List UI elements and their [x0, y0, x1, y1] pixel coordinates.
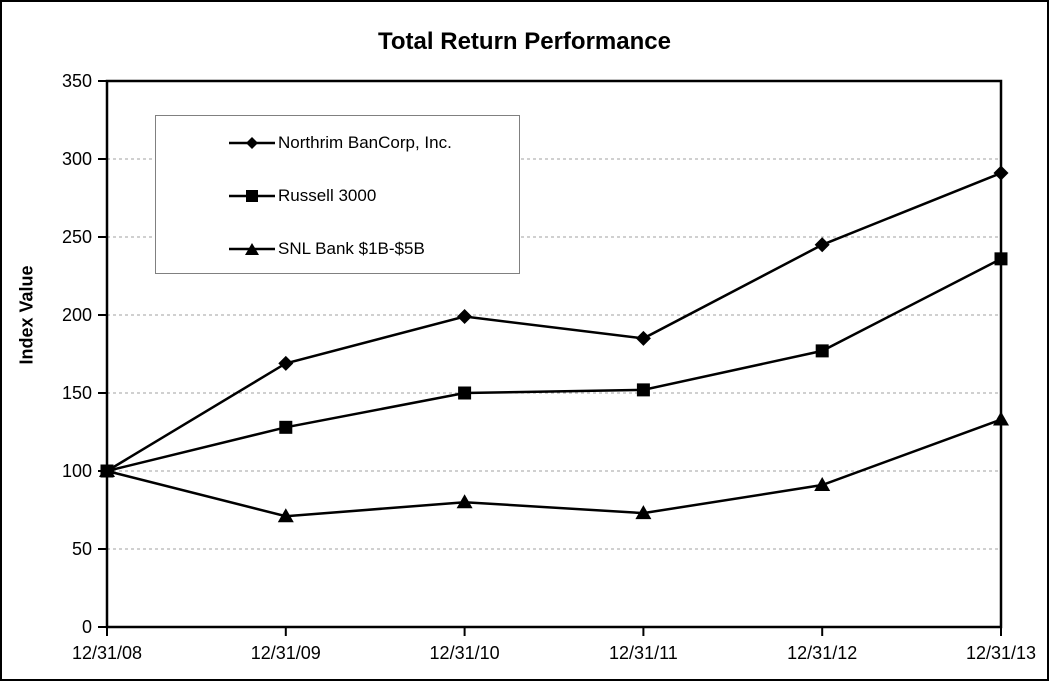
x-tick-label: 12/31/10 [430, 643, 500, 663]
y-tick-label: 200 [62, 305, 92, 325]
triangle-marker-icon [229, 243, 275, 255]
square-marker [815, 344, 829, 358]
legend: Northrim BanCorp, Inc. Russell 3000 SNL … [155, 115, 520, 274]
y-axis: 0 50 100 150 200 250 300 350 [62, 71, 107, 637]
y-tick-label: 0 [82, 617, 92, 637]
series-line [106, 257, 1002, 473]
y-tick-label: 100 [62, 461, 92, 481]
diamond-marker [814, 237, 830, 253]
triangle-marker [277, 508, 294, 523]
legend-label: Russell 3000 [278, 186, 377, 205]
diamond-marker [278, 355, 294, 371]
plot-frame [105, 79, 1003, 629]
plot-frame-rect [105, 79, 1003, 629]
triangle-marker [99, 463, 115, 477]
x-tick-label: 12/31/13 [966, 643, 1036, 663]
triangle-marker [814, 477, 831, 492]
chart-title: Total Return Performance [378, 28, 671, 55]
square-marker [994, 252, 1008, 266]
triangle-marker [993, 411, 1009, 426]
x-tick-label: 12/31/11 [609, 643, 678, 663]
legend-item-russell: Russell 3000 [229, 186, 377, 205]
diamond-marker [993, 165, 1009, 181]
y-tick-label: 250 [62, 227, 92, 247]
square-marker [458, 386, 472, 400]
x-tick-label: 12/31/09 [251, 643, 321, 663]
series-2 [99, 411, 1009, 523]
diamond-marker [635, 330, 651, 346]
legend-label: SNL Bank $1B-$5B [278, 239, 425, 258]
x-axis: 12/31/08 12/31/09 12/31/10 12/31/11 12/31/12… [72, 627, 1036, 663]
y-tick-label: 150 [62, 383, 92, 403]
series-1 [100, 252, 1008, 478]
gridlines [107, 158, 1001, 550]
y-tick-label: 50 [72, 539, 92, 559]
legend-item-northrim: Northrim BanCorp, Inc. [229, 133, 452, 152]
triangle-marker [635, 505, 652, 520]
square-marker-icon [229, 190, 275, 202]
square-marker [279, 420, 293, 434]
y-tick-label: 350 [62, 71, 92, 91]
diamond-marker [457, 309, 473, 325]
series-line [106, 171, 1002, 473]
square-marker [636, 383, 650, 397]
triangle-marker [456, 494, 473, 509]
diamond-marker-icon [229, 137, 275, 149]
legend-label: Northrim BanCorp, Inc. [278, 133, 452, 152]
y-tick-label: 300 [62, 149, 92, 169]
x-tick-label: 12/31/08 [72, 643, 142, 663]
series-line [106, 418, 1002, 518]
legend-item-snl-bank: SNL Bank $1B-$5B [229, 239, 425, 258]
x-tick-label: 12/31/12 [787, 643, 857, 663]
